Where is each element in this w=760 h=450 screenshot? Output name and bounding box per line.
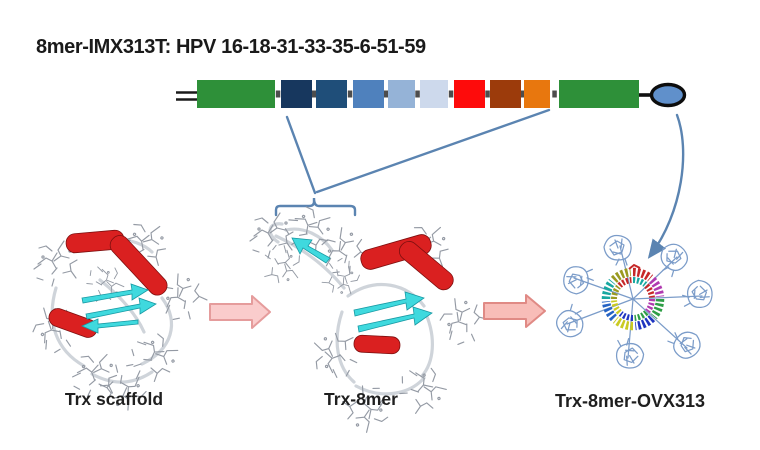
oval-to-ring-arrow [647,113,685,259]
beta-strand [81,283,149,304]
segment-trx-n [197,80,275,108]
alpha-helix [398,241,454,291]
segment-epitope-3 [353,80,384,108]
figure-title: 8mer-IMX313T: HPV 16-18-31-33-35-6-51-59 [36,36,426,58]
ovx313-oval [649,82,687,108]
linker-lines [566,245,703,359]
beta-strand [81,318,139,334]
stage-label-trx-8mer-ovx313: Trx-8mer-OVX313 [554,391,706,411]
segment-epitope-6 [454,80,485,108]
inserted-epitope-strand [291,237,331,264]
annotation-lines [274,108,685,259]
beta-strand [353,291,425,317]
segment-epitope-1 [281,80,312,108]
stage-label-trx-scaffold: Trx scaffold [64,389,164,409]
segment-epitope-5 [420,80,448,108]
insert-bracket [274,197,357,217]
beta-strand [85,297,157,320]
ovx313-helix-ring [601,263,665,331]
segment-epitope-7 [490,80,521,108]
segment-epitope-2 [316,80,347,108]
structure-trx-8mer-ovx313 [551,234,715,371]
structure-trx-8mer [249,197,495,438]
structure-trx-scaffold [23,215,213,418]
segment-epitope-8 [524,80,550,108]
construct-bar [176,80,687,108]
alpha-helix [109,235,168,296]
process-arrow-1 [209,295,271,329]
beta-strand [357,306,433,333]
n-terminal-double-line [176,91,197,101]
alpha-helix [353,334,401,355]
insert-line-left [285,115,317,195]
process-arrow-2 [483,294,546,328]
segment-epitope-4 [388,80,415,108]
stage-label-trx-8mer: Trx-8mer [324,389,398,409]
insert-line-right [315,108,551,194]
segment-linkers [275,90,557,98]
segment-trx-c [559,80,639,108]
